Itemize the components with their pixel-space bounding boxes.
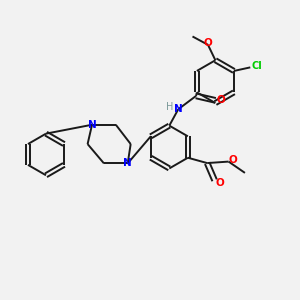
Text: O: O — [204, 38, 212, 48]
Text: N: N — [174, 104, 183, 114]
Text: N: N — [88, 120, 96, 130]
Text: O: O — [229, 155, 237, 165]
Text: N: N — [123, 158, 132, 168]
Text: O: O — [216, 178, 224, 188]
Text: H: H — [166, 102, 174, 112]
Text: Cl: Cl — [252, 61, 262, 71]
Text: O: O — [216, 95, 225, 105]
